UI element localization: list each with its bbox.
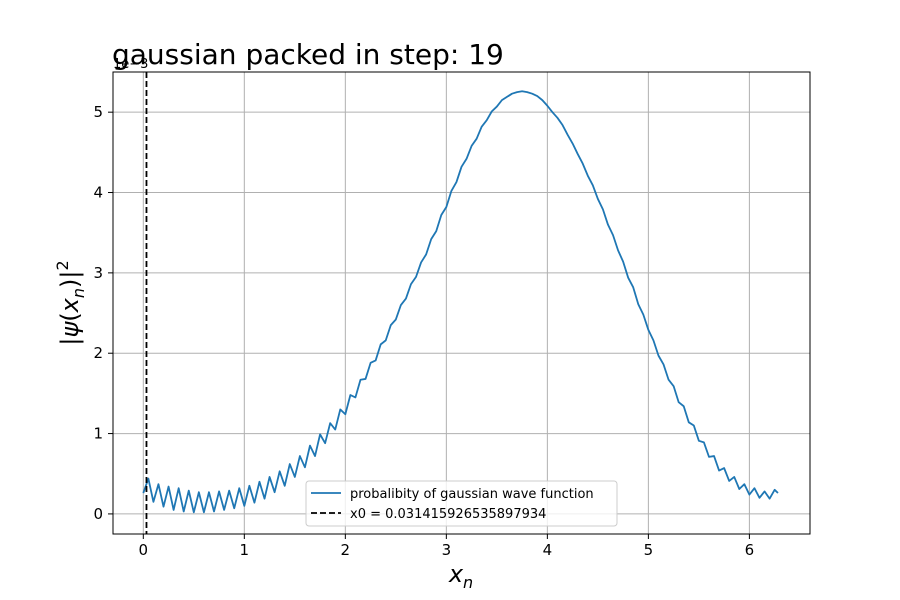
y-tick-label: 1 (93, 425, 103, 443)
plot-lines (142, 72, 779, 534)
y-tick-label: 4 (93, 184, 103, 202)
legend-label-x0: x0 = 0.031415926535897934 (350, 507, 546, 522)
y-tick-label: 5 (93, 103, 103, 121)
y-axis-label: |ψ(xn)|2 (53, 260, 88, 345)
x-tick-label: 3 (442, 541, 452, 559)
chart-title: gaussian packed in step: 19 (112, 38, 504, 71)
y-tick-label: 3 (93, 264, 103, 282)
y-offset-label: 1e−3 (113, 57, 148, 72)
x-tick-label: 4 (543, 541, 553, 559)
x-tick-label: 2 (341, 541, 351, 559)
x-tick-label: 5 (644, 541, 654, 559)
y-axis: 0 1 2 3 4 5 (93, 103, 113, 523)
legend-label-wavefunction: probalibity of gaussian wave function (350, 487, 594, 502)
legend-box (305, 480, 618, 527)
x-tick-label: 0 (139, 541, 149, 559)
x-axis-label: xn (448, 560, 473, 592)
y-tick-label: 0 (93, 505, 103, 523)
legend: probalibity of gaussian wave function x0… (305, 480, 618, 527)
x-tick-label: 1 (240, 541, 250, 559)
x-tick-label: 6 (745, 541, 755, 559)
x-axis: 0 1 2 3 4 5 6 (139, 534, 755, 559)
y-tick-label: 2 (93, 344, 103, 362)
plot-area (113, 72, 810, 534)
series-line-wavefunction (142, 90, 779, 514)
grid (113, 72, 810, 534)
plot-frame (112, 71, 811, 535)
